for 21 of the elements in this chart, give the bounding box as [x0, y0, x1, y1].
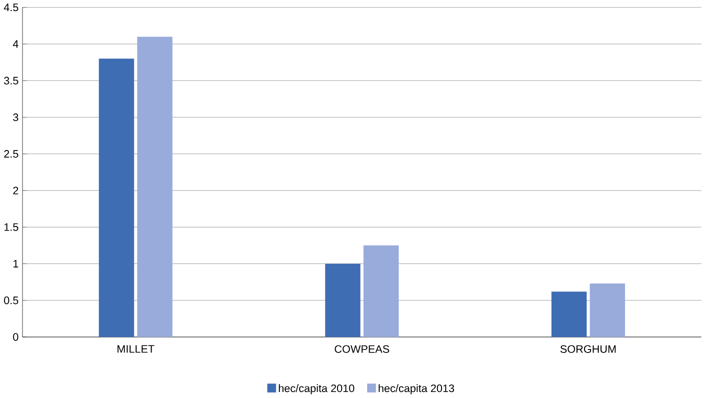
y-tick-label: 1	[13, 260, 18, 268]
y-tick-label: 0.5	[4, 296, 18, 304]
bar	[364, 246, 399, 338]
bar	[325, 264, 360, 338]
y-tick-label: 0	[13, 333, 18, 341]
x-tick-label: MILLET	[118, 345, 154, 353]
legend-label: hec/capita 2010	[278, 384, 354, 394]
x-tick-label: SORGHUM	[560, 345, 616, 354]
y-tick-label: 3	[13, 114, 18, 122]
x-tick-label: COWPEAS	[334, 345, 390, 354]
y-tick-label: 3.5	[4, 76, 18, 85]
y-tick-label: 4	[12, 40, 18, 48]
bar	[98, 58, 134, 338]
bar	[551, 292, 587, 338]
y-tick-label: 1.5	[4, 223, 18, 232]
legend-label: hec/capita 2013	[378, 384, 454, 394]
y-tick-label: 2.5	[4, 150, 18, 158]
bar	[590, 284, 626, 338]
y-tick-label: 4.5	[4, 4, 18, 12]
y-tick-label: 2	[13, 186, 18, 194]
bar	[137, 36, 172, 338]
